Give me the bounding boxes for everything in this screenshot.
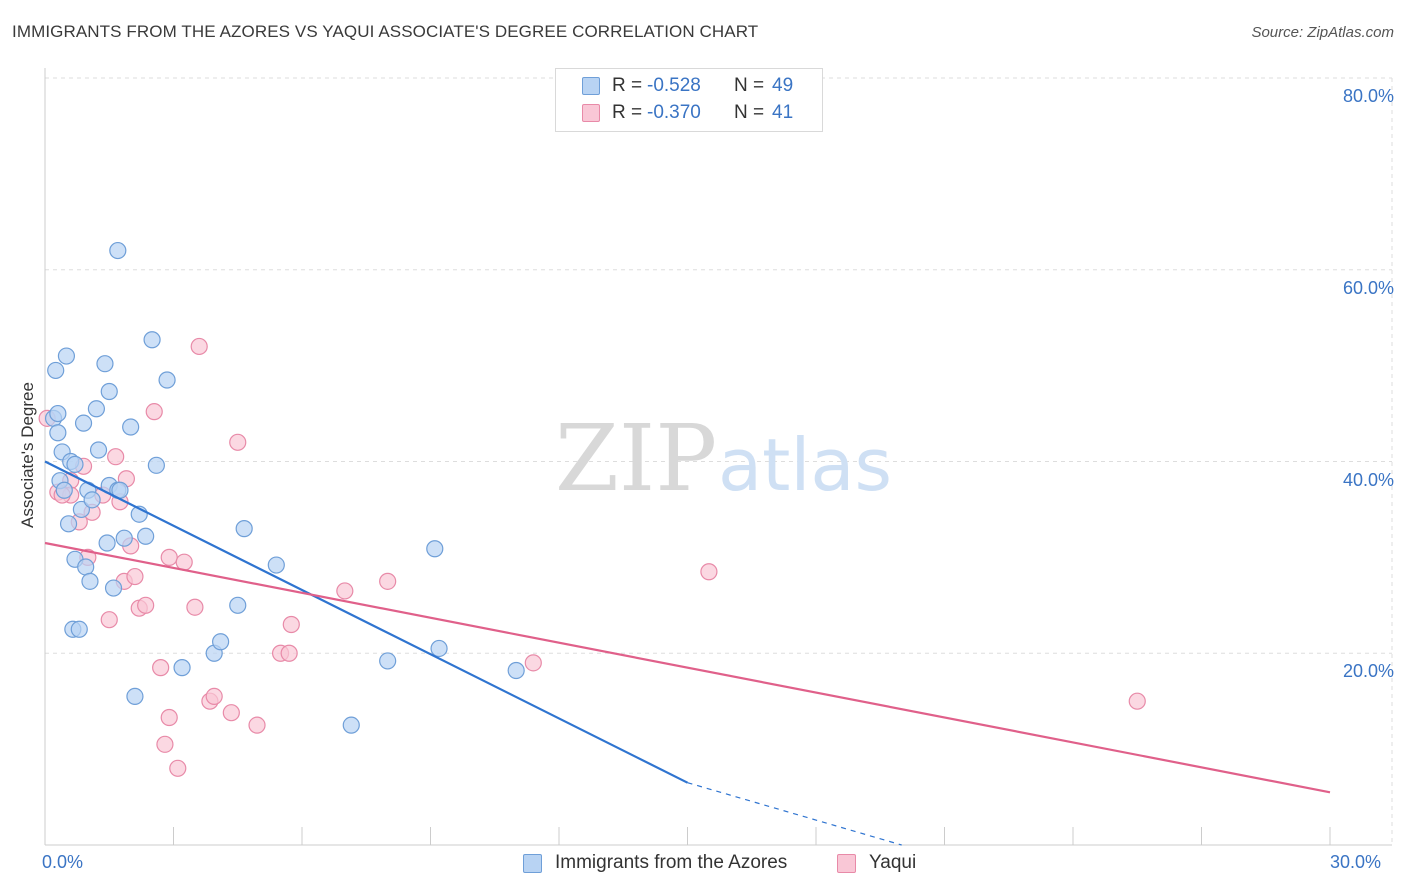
watermark: ZIP atlas: [555, 405, 892, 512]
yaqui-point: [524, 654, 542, 672]
azores-point: [267, 556, 285, 574]
yaqui-point: [160, 708, 178, 727]
yaqui-point: [190, 337, 208, 356]
legend-swatch-pink: [582, 104, 600, 122]
azores-point: [115, 529, 133, 547]
yaqui-point: [379, 572, 397, 590]
bottom-legend-swatch-blue: [523, 854, 542, 873]
yaqui-point: [107, 448, 125, 466]
azores-point: [87, 400, 106, 418]
azores-point: [426, 540, 444, 558]
yaqui-point: [169, 759, 187, 777]
legend-r-value: -0.528: [647, 75, 701, 96]
yaqui-trend-line: [44, 541, 1331, 794]
y-tick-label: 20.0%: [1342, 661, 1394, 682]
yaqui-point: [160, 548, 178, 566]
azores-point: [89, 441, 108, 459]
yaqui-point: [248, 716, 266, 734]
legend-n-label: N =: [734, 75, 765, 96]
azores-point: [72, 500, 91, 519]
azores-trend-line: [44, 460, 688, 784]
legend-r-label: R =: [612, 102, 643, 123]
yaqui-point: [126, 567, 144, 586]
azores-point: [109, 241, 127, 260]
azores-point: [47, 361, 65, 380]
x-tick-label-max: 30.0%: [1330, 852, 1382, 872]
azores-point: [342, 716, 360, 734]
correlation-legend: R = -0.528 N = 49 R = -0.370 N = 41: [555, 68, 823, 132]
azores-point: [70, 620, 88, 638]
azores-point: [57, 347, 76, 365]
azores-point: [379, 652, 397, 670]
source-label: Source: ZipAtlas.com: [1251, 24, 1394, 41]
azores-point: [66, 455, 84, 473]
azores-point: [83, 491, 101, 509]
watermark-atlas: atlas: [718, 423, 892, 507]
azores-point: [98, 534, 116, 552]
yaqui-point: [145, 403, 163, 421]
azores-point: [55, 481, 73, 499]
yaqui-point: [186, 598, 204, 616]
bottom-legend-label: Immigrants from the Azores: [555, 852, 788, 873]
azores-point: [81, 572, 99, 590]
azores-point: [104, 579, 123, 597]
azores-point: [74, 414, 93, 432]
azores-point: [126, 687, 144, 705]
yaqui-point: [152, 659, 170, 677]
legend-swatch-blue: [582, 77, 600, 95]
y-tick-label: 80.0%: [1342, 86, 1394, 106]
bottom-legend-label: Yaqui: [869, 852, 917, 873]
yaqui-point: [205, 687, 223, 705]
yaqui-point: [282, 615, 300, 634]
azores-point: [173, 659, 191, 677]
yaqui-point: [175, 553, 193, 571]
azores-point: [235, 520, 253, 538]
azores-point: [122, 418, 140, 436]
watermark-zip: ZIP: [555, 405, 717, 512]
azores-point: [147, 456, 165, 474]
azores-point: [229, 596, 247, 614]
azores-trend-extension: [687, 782, 902, 846]
azores-point: [100, 382, 118, 401]
legend-r-label: R =: [612, 75, 643, 96]
chart-title: IMMIGRANTS FROM THE AZORES VS YAQUI ASSO…: [12, 22, 759, 41]
y-tick-label: 40.0%: [1342, 469, 1394, 490]
azores-point: [96, 355, 114, 373]
yaqui-point: [280, 644, 298, 662]
y-tick-label: 60.0%: [1342, 277, 1394, 298]
azores-point: [77, 558, 95, 576]
bottom-legend-swatch-pink: [837, 854, 856, 873]
azores-point: [59, 515, 78, 533]
azores-point: [158, 371, 176, 389]
legend-n-value: 41: [772, 102, 794, 123]
yaqui-point: [700, 563, 718, 581]
x-tick-label-min: 0.0%: [42, 852, 84, 872]
azores-point: [137, 527, 155, 545]
y-axis-label: Associate's Degree: [18, 382, 37, 528]
legend-n-value: 49: [772, 75, 794, 96]
yaqui-point: [1128, 692, 1146, 710]
yaqui-point: [156, 735, 174, 753]
legend-n-label: N =: [734, 102, 765, 123]
axes: [44, 68, 1392, 846]
yaqui-point: [229, 433, 247, 451]
azores-point: [143, 331, 161, 349]
yaqui-point: [100, 611, 118, 629]
yaqui-point: [336, 582, 354, 600]
legend-r-value: -0.370: [647, 102, 701, 123]
yaqui-point: [222, 704, 240, 722]
azores-point: [49, 404, 67, 423]
yaqui-point: [137, 596, 155, 614]
azores-point: [49, 424, 67, 442]
series-azores: [44, 241, 525, 734]
azores-point: [212, 633, 230, 651]
azores-point: [507, 661, 525, 680]
azores-point: [430, 639, 448, 658]
